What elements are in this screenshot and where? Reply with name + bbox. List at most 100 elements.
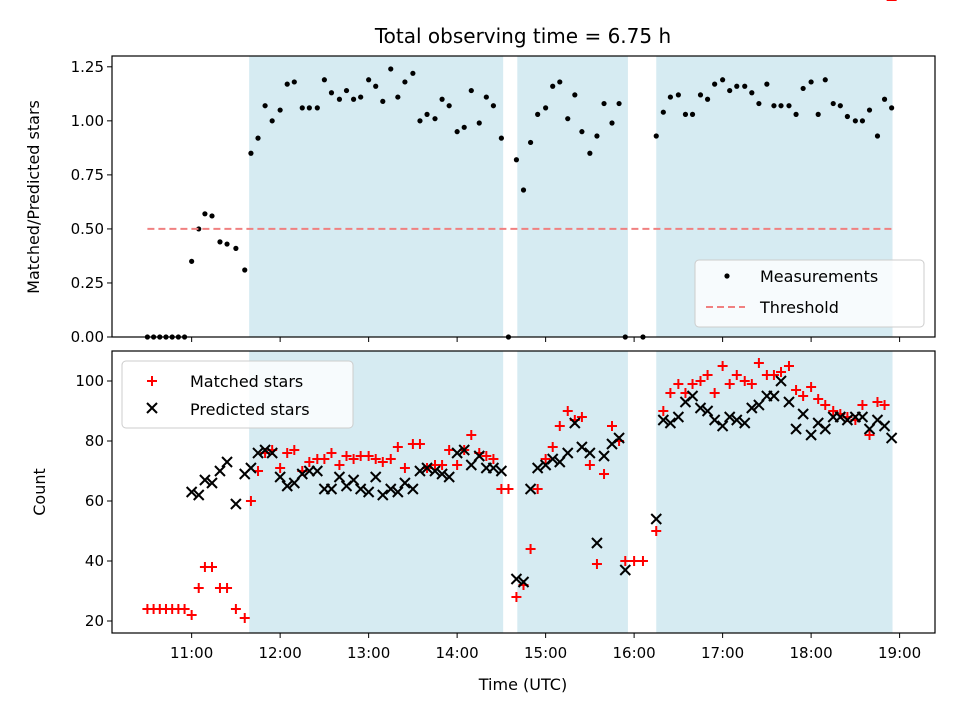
matched-star-point (326, 448, 337, 458)
y-tick-label: 0.75 (71, 166, 104, 184)
predicted-star-point (716, 420, 729, 432)
predicted-star-point (885, 432, 898, 444)
predicted-star-point (421, 462, 433, 474)
predicted-star-point (451, 447, 463, 459)
predicted-star-point (436, 468, 448, 480)
matched-star-point (532, 484, 543, 494)
measurement-point (424, 111, 430, 117)
matched-star-point (673, 379, 684, 389)
matched-star-point (584, 460, 595, 470)
matched-star-point (658, 406, 669, 416)
predicted-star-point (473, 450, 485, 462)
measurement-point (314, 105, 320, 111)
predicted-star-point (701, 405, 714, 417)
measurement-point (233, 245, 239, 251)
matched-star-point (591, 559, 602, 569)
predicted-star-point (385, 483, 397, 495)
bottom-axes-frame (111, 350, 936, 634)
measurement-point (468, 87, 474, 94)
predicted-star-point (288, 477, 301, 489)
measurement-point (402, 79, 408, 85)
measurement-point (299, 105, 305, 111)
matched-star-point (554, 421, 565, 431)
matched-star-point (687, 379, 698, 389)
x-tick-label: 14:00 (436, 644, 479, 662)
matched-star-point (525, 544, 536, 554)
predicted-star-point (819, 423, 831, 435)
matched-star-point (540, 454, 551, 464)
measurement-point (388, 66, 394, 72)
matched-star-point (753, 358, 764, 368)
measurement-point (336, 96, 343, 102)
predicted-star-point (664, 417, 677, 429)
measurement-point (366, 77, 372, 83)
predicted-star-point (185, 486, 198, 498)
predicted-star-point (362, 486, 375, 498)
predicted-star-point (783, 396, 795, 408)
predicted-star-point (266, 447, 278, 459)
predicted-star-point (354, 483, 367, 495)
measurement-point (321, 77, 327, 83)
predicted-star-point (775, 375, 787, 387)
matched-star-point (857, 400, 868, 410)
measurement-point (255, 135, 261, 141)
predicted-star-point (407, 483, 419, 495)
measurement-point (793, 111, 799, 117)
matched-star-point (230, 604, 241, 614)
measurement-point (269, 118, 275, 124)
matched-star-point (864, 430, 875, 440)
predicted-star-point (311, 465, 324, 477)
measurement-point (881, 96, 888, 102)
bottom-ylabel: Count (30, 468, 49, 516)
matched-star-point (437, 460, 448, 470)
measurement-point (742, 83, 748, 89)
matched-star-point (503, 484, 514, 494)
measurement-point (196, 226, 202, 232)
measurement-point (550, 83, 556, 89)
observing-window-band (517, 351, 628, 633)
measurement-point (417, 118, 423, 124)
matched-star-point (828, 406, 839, 416)
predicted-star-point (562, 447, 574, 459)
measurement-point (248, 150, 254, 156)
matched-star-point (547, 442, 558, 452)
measurement-point (277, 107, 283, 113)
predicted-star-point (878, 420, 891, 432)
x-tick-label: 13:00 (347, 644, 390, 662)
matched-star-point (511, 592, 522, 602)
predicted-star-point (619, 564, 631, 576)
predicted-star-point (723, 411, 736, 423)
measurement-point (565, 116, 571, 122)
matched-star-point (820, 400, 831, 410)
predicted-star-point (790, 423, 802, 435)
matched-star-point (776, 367, 787, 377)
matched-star-point (304, 457, 315, 467)
predicted-star-point (805, 429, 817, 441)
measurement-point (734, 83, 740, 89)
predicted-star-point (495, 465, 508, 477)
matched-star-point (879, 400, 890, 410)
predicted-star-point (598, 450, 610, 462)
panel-ratio: 0.00 0.25 0.50 0.75 1.00 1.25 Matched/Predict… (24, 55, 936, 346)
predicted-star-point (731, 414, 743, 426)
matched-star-point (245, 496, 256, 506)
measurement-point (653, 133, 659, 139)
observing-window-band (656, 351, 893, 633)
matched-star-point (370, 454, 381, 464)
measurement-point (727, 87, 733, 94)
measurement-point (609, 120, 615, 126)
matched-star-point (791, 385, 802, 395)
top-series (144, 66, 895, 340)
measurement-point (852, 118, 858, 124)
measurement-point (527, 139, 534, 146)
predicted-star-point (281, 480, 293, 492)
top-ylabel: Matched/Predicted stars (24, 100, 43, 294)
measurement-point (490, 103, 497, 109)
predicted-star-point (650, 513, 662, 525)
measurement-point (874, 133, 881, 139)
matched-star-point (702, 370, 713, 380)
measurement-point (483, 94, 489, 100)
measurement-point (771, 103, 777, 109)
measurement-point (217, 239, 223, 245)
observing-window-band (517, 56, 628, 337)
